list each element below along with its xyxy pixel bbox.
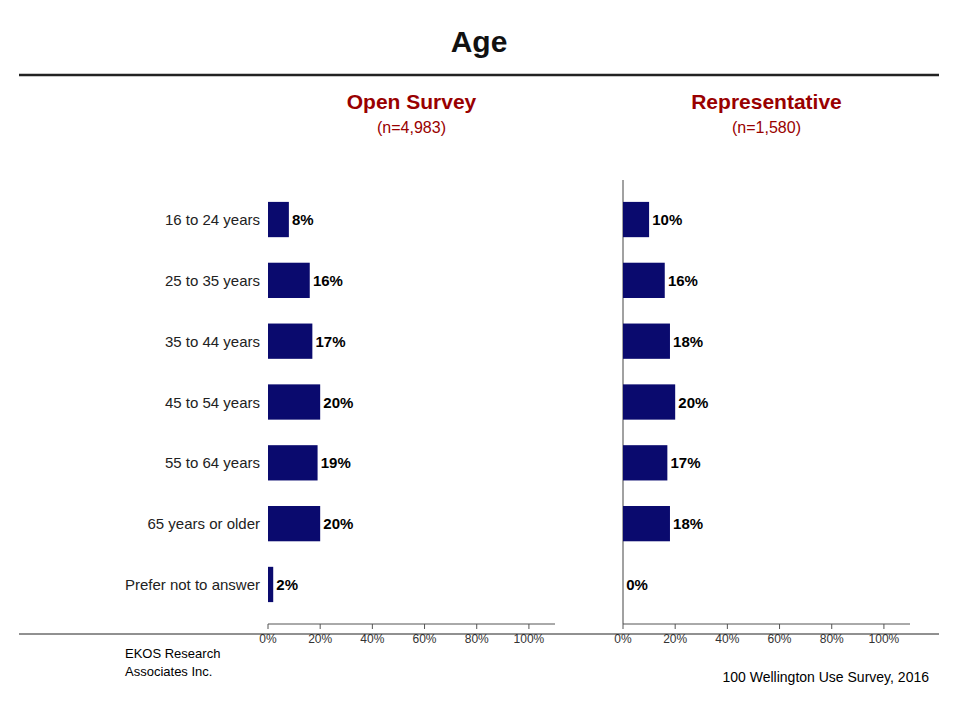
x-tick (623, 624, 624, 629)
data-label: 18% (673, 515, 703, 532)
bar (623, 506, 670, 541)
category-label: 16 to 24 years (165, 211, 260, 228)
bar (623, 445, 667, 480)
bar (268, 324, 312, 359)
bar (623, 202, 649, 237)
x-tick (476, 624, 477, 629)
panel-title: Open Survey (347, 90, 477, 113)
footer-left: EKOS Research Associates Inc. (125, 646, 220, 679)
x-axis-line (623, 624, 910, 625)
panel-subtitle: (n=1,580) (732, 119, 801, 136)
bar (268, 384, 320, 419)
bar (268, 445, 318, 480)
data-label: 20% (323, 515, 353, 532)
bar (623, 324, 670, 359)
footer-rule (19, 634, 939, 635)
category-label: 45 to 54 years (165, 394, 260, 411)
x-tick (372, 624, 373, 629)
bar (623, 567, 624, 602)
panel-title: Representative (691, 90, 842, 113)
footer-right: 100 Wellington Use Survey, 2016 (723, 669, 930, 685)
x-tick (779, 624, 780, 629)
bar (268, 263, 310, 298)
data-label: 20% (678, 394, 708, 411)
data-label: 17% (315, 333, 345, 350)
category-label: 35 to 44 years (165, 333, 260, 350)
x-tick (727, 624, 728, 629)
footer-line: Associates Inc. (125, 664, 212, 679)
x-tick (320, 624, 321, 629)
category-label: Prefer not to answer (125, 576, 260, 593)
bar (623, 263, 665, 298)
category-label: 55 to 64 years (165, 454, 260, 471)
title-rule (19, 74, 939, 77)
category-label: 65 years or older (147, 515, 260, 532)
data-label: 17% (670, 454, 700, 471)
data-label: 16% (668, 272, 698, 289)
x-axis-line (268, 624, 555, 625)
x-tick (424, 624, 425, 629)
data-label: 16% (313, 272, 343, 289)
panel-subtitle: (n=4,983) (377, 119, 446, 136)
x-tick (268, 624, 269, 629)
data-label: 0% (626, 576, 648, 593)
data-label: 20% (323, 394, 353, 411)
bar (623, 384, 675, 419)
category-label: 25 to 35 years (165, 272, 260, 289)
data-label: 19% (321, 454, 351, 471)
x-tick (883, 624, 884, 629)
data-label: 8% (292, 211, 314, 228)
bars (268, 202, 320, 602)
title: Age (451, 25, 508, 58)
bar (268, 506, 320, 541)
bar (268, 567, 273, 602)
data-label: 2% (276, 576, 298, 593)
footer-line: EKOS Research (125, 646, 220, 661)
bars (623, 202, 675, 541)
bar (268, 202, 289, 237)
x-tick (831, 624, 832, 629)
data-label: 18% (673, 333, 703, 350)
chart-canvas: AgeOpen Survey(n=4,983)0%20%40%60%80%100… (0, 0, 958, 717)
data-label: 10% (652, 211, 682, 228)
x-tick (675, 624, 676, 629)
x-tick (528, 624, 529, 629)
